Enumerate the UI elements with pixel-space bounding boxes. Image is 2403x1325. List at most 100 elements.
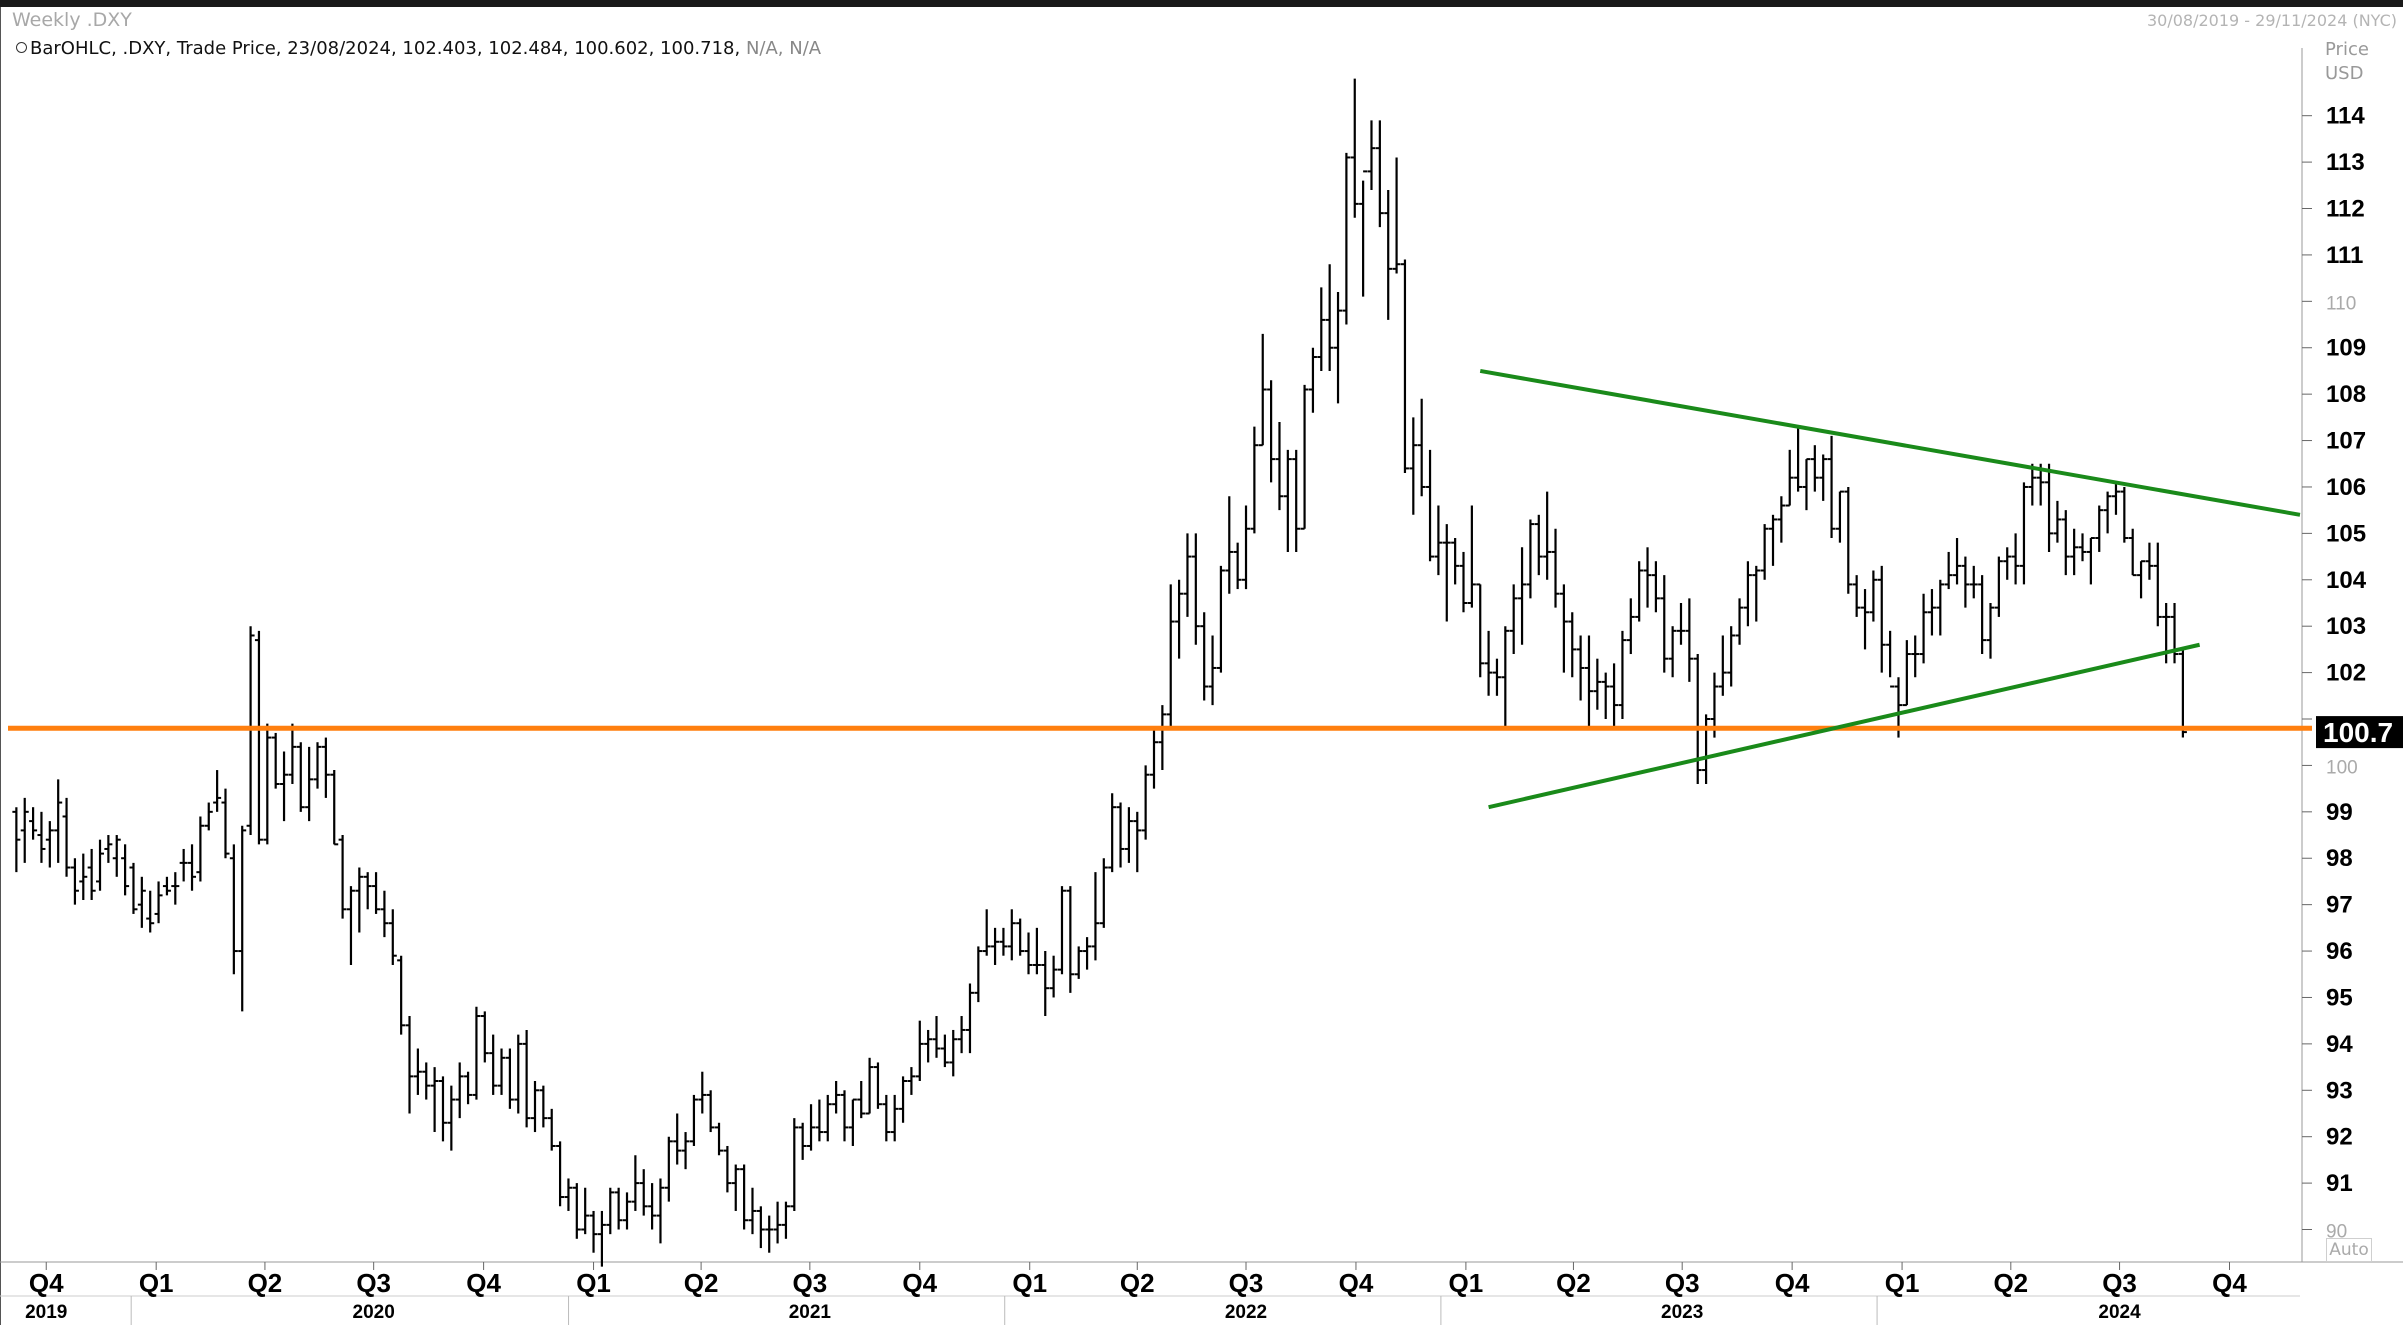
ohlc-bar [1626, 598, 1635, 655]
ohlc-bar [1250, 426, 1259, 534]
price-tick-label: 103 [2326, 613, 2366, 640]
ohlc-bar [1166, 584, 1175, 729]
quarter-tick-label: Q4 [466, 1268, 501, 1298]
ohlc-bar [1175, 579, 1184, 659]
ohlc-bar [1350, 78, 1359, 218]
ohlc-bar [1492, 658, 1501, 696]
ohlc-bar [1660, 575, 1669, 673]
ohlc-bar [2145, 542, 2154, 580]
date-range-label: 30/08/2019 - 29/11/2024 (NYC) [2147, 11, 2397, 30]
ohlc-bar [1559, 584, 1568, 673]
price-tick-label: 92 [2326, 1124, 2353, 1151]
ohlc-bar [1417, 398, 1426, 497]
ohlc-bar [472, 1006, 481, 1100]
price-tick-label: 94 [2326, 1031, 2353, 1058]
ohlc-bar [564, 1178, 573, 1211]
ohlc-bar [1643, 547, 1652, 608]
ohlc-bar [1375, 120, 1384, 228]
price-tick-label: 98 [2326, 845, 2353, 872]
ohlc-bar [397, 955, 406, 1035]
ohlc-bar [1961, 556, 1970, 608]
ohlc-bar [2070, 528, 2079, 576]
ohlc-bar [1426, 449, 1435, 562]
ohlc-bar [1693, 654, 1702, 784]
ohlc-bar [1258, 333, 1267, 447]
ohlc-bar [514, 1034, 523, 1114]
quarter-tick-label: Q1 [1885, 1268, 1920, 1298]
ohlc-bar [807, 1104, 816, 1151]
ohlc-bar [280, 751, 289, 822]
ohlc-bar [924, 1029, 933, 1063]
ohlc-bar [949, 1029, 958, 1077]
year-label: 2021 [789, 1302, 832, 1323]
ohlc-bar [372, 872, 381, 914]
ohlc-bar [1066, 886, 1075, 993]
ohlc-bar [1057, 886, 1066, 975]
ohlc-bar [1944, 551, 1953, 590]
quarter-tick-label: Q3 [1229, 1268, 1264, 1298]
ohlc-bar [137, 876, 146, 928]
uptrend-line [1488, 642, 2201, 810]
ohlc-bar [162, 876, 171, 896]
ohlc-bar [238, 825, 247, 1012]
ohlc-bar [1877, 565, 1886, 673]
price-tick-label: 107 [2326, 428, 2366, 455]
ohlc-bar [188, 844, 197, 891]
ohlc-bar [1785, 449, 1794, 507]
ohlc-bar [213, 770, 222, 812]
ohlc-bar [1568, 612, 1577, 678]
ohlc-bar [530, 1081, 539, 1133]
auto-scale-button[interactable]: Auto [2326, 1238, 2372, 1262]
ohlc-bar [1442, 524, 1451, 622]
ohlc-bar [815, 1099, 824, 1142]
ohlc-bar [1702, 714, 1711, 784]
ohlc-bar [1225, 496, 1234, 594]
ohlc-bar [1334, 292, 1343, 404]
quarter-tick-label: Q1 [576, 1268, 611, 1298]
ohlc-bar [121, 844, 130, 896]
ohlc-bar [1041, 951, 1050, 1017]
ohlc-bar [146, 890, 155, 933]
ohlc-bar [363, 872, 372, 910]
ohlc-bar [1534, 514, 1543, 576]
ohlc-bar [313, 742, 322, 789]
ohlc-bar [706, 1090, 715, 1133]
ohlc-bar [715, 1122, 724, 1156]
ohlc-bar [656, 1178, 665, 1244]
price-tick-label: 102 [2326, 660, 2366, 687]
quarter-tick-label: Q3 [1665, 1268, 1700, 1298]
ohlc-bar [1827, 435, 1836, 539]
ohlc-bar [1618, 630, 1627, 720]
resistance-line [1479, 368, 2301, 517]
last-price-label: 100.7 [2323, 717, 2393, 748]
ohlc-bar [438, 1076, 447, 1142]
ohlc-bar [1216, 565, 1225, 673]
ohlc-bar [589, 1210, 598, 1253]
quarter-tick-label: Q4 [2212, 1268, 2247, 1298]
ohlc-bar [873, 1062, 882, 1109]
ohlc-bar [505, 1048, 514, 1109]
ohlc-bar [865, 1057, 874, 1115]
ohlc-bar [37, 811, 46, 863]
ohlc-bar [20, 797, 29, 863]
price-tick-label: 90 [2326, 1222, 2347, 1243]
ohlc-bar [840, 1090, 849, 1142]
ohlc-bar [1551, 528, 1560, 608]
ohlc-bar [1685, 598, 1694, 682]
ohlc-bar [12, 807, 21, 873]
ohlc-bar [87, 848, 96, 901]
ohlc-bar [1861, 589, 1870, 650]
ohlc-bar [623, 1192, 632, 1230]
ohlc-bar [1283, 449, 1292, 552]
ohlc-bar [1610, 663, 1619, 729]
ohlc-bar [639, 1169, 648, 1216]
price-tick-label: 114 [2326, 103, 2365, 130]
ohlc-bar [1886, 630, 1895, 688]
ohlc-bar [346, 886, 355, 965]
ohlc-bar [1083, 937, 1092, 970]
ohlc-bar [1869, 570, 1878, 622]
ohlc-bar [1359, 170, 1368, 297]
ohlc-bar [2128, 528, 2137, 577]
ohlc-bar [1819, 454, 1828, 501]
